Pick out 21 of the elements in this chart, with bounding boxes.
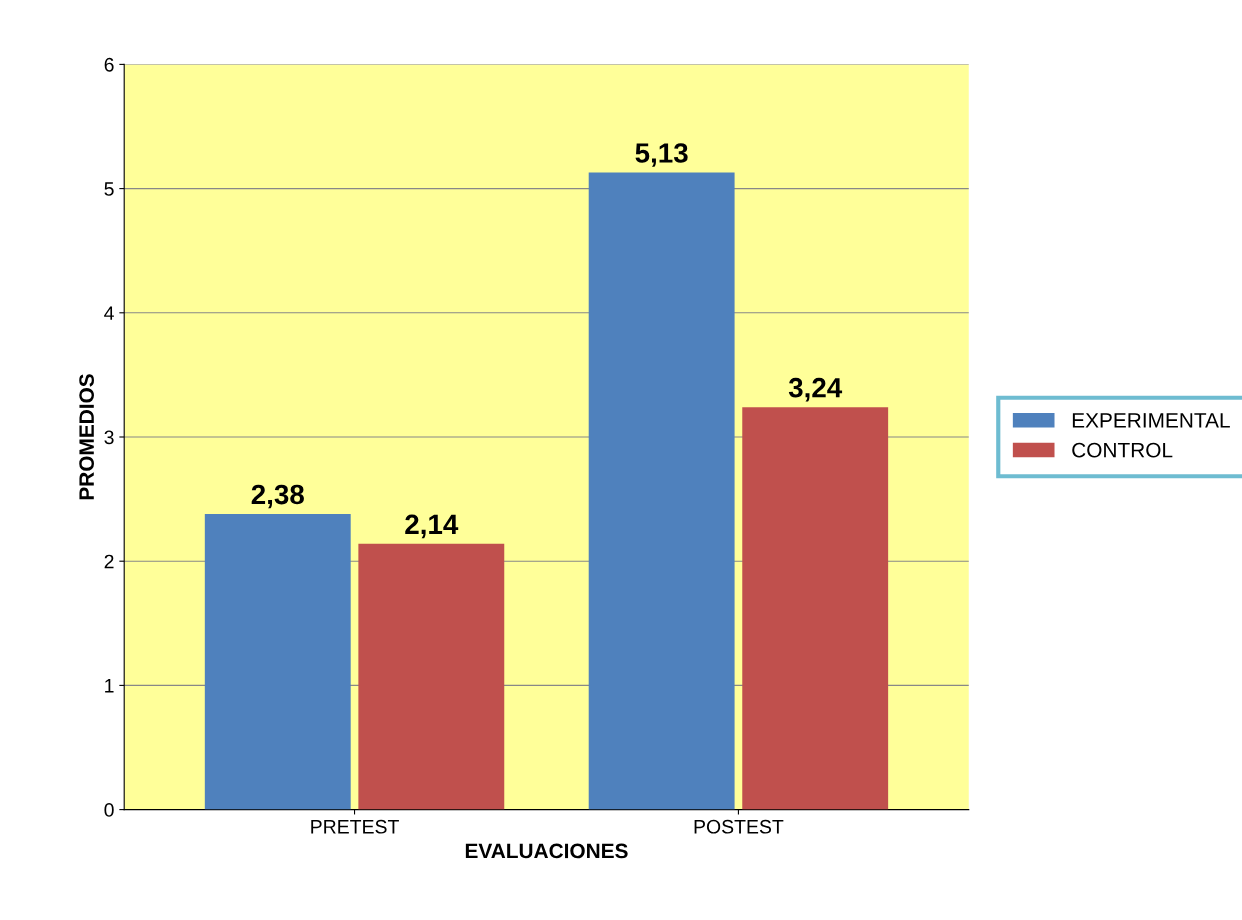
y-axis-title: PROMEDIOS: [79, 374, 94, 500]
bar: [358, 543, 505, 810]
data-label: 2,38: [251, 484, 304, 509]
legend-label: CONTROL: [1072, 442, 1173, 458]
y-tick-label: 6: [104, 57, 114, 72]
data-label: 2,14: [405, 514, 459, 539]
x-axis-title: EVALUACIONES: [465, 843, 628, 859]
bar: [742, 407, 889, 810]
y-tick-label: 5: [104, 182, 114, 196]
x-tick-label: PRETEST: [311, 819, 399, 834]
bar: [204, 514, 351, 810]
y-tick-label: 4: [104, 306, 114, 320]
x-tick-label: POSTEST: [694, 819, 784, 834]
y-tick-label: 3: [104, 430, 114, 445]
data-label: 3,24: [788, 377, 843, 402]
bar: [588, 172, 735, 810]
y-tick-label: 2: [104, 554, 114, 569]
legend-label: EXPERIMENTAL: [1072, 413, 1230, 428]
data-label: 5,13: [635, 143, 688, 167]
y-tick-label: 1: [105, 679, 114, 693]
y-tick-label: 0: [104, 803, 114, 817]
